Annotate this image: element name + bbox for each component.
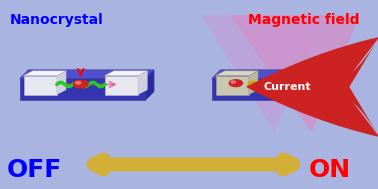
Polygon shape (297, 76, 330, 94)
Polygon shape (105, 71, 147, 76)
FancyArrowPatch shape (246, 37, 378, 137)
Polygon shape (138, 71, 147, 94)
Polygon shape (215, 71, 258, 76)
Polygon shape (215, 76, 249, 94)
Circle shape (76, 81, 81, 84)
Polygon shape (23, 76, 57, 94)
Polygon shape (20, 70, 154, 78)
Circle shape (308, 81, 313, 83)
Polygon shape (201, 15, 322, 132)
Circle shape (231, 81, 235, 83)
Circle shape (307, 80, 320, 87)
Text: ON: ON (309, 158, 351, 182)
Circle shape (229, 80, 243, 87)
Polygon shape (23, 71, 66, 76)
Polygon shape (212, 70, 346, 78)
Polygon shape (338, 70, 346, 100)
Polygon shape (105, 76, 138, 94)
Text: Current: Current (264, 82, 311, 92)
Polygon shape (297, 71, 339, 76)
Polygon shape (330, 71, 339, 94)
Polygon shape (230, 15, 359, 132)
Polygon shape (146, 70, 154, 100)
Polygon shape (57, 71, 66, 94)
Polygon shape (20, 78, 146, 100)
Text: Magnetic field: Magnetic field (248, 13, 360, 27)
Text: OFF: OFF (7, 158, 62, 182)
Circle shape (73, 80, 88, 88)
Polygon shape (249, 71, 258, 94)
Polygon shape (212, 78, 338, 100)
Text: Nanocrystal: Nanocrystal (10, 13, 104, 27)
